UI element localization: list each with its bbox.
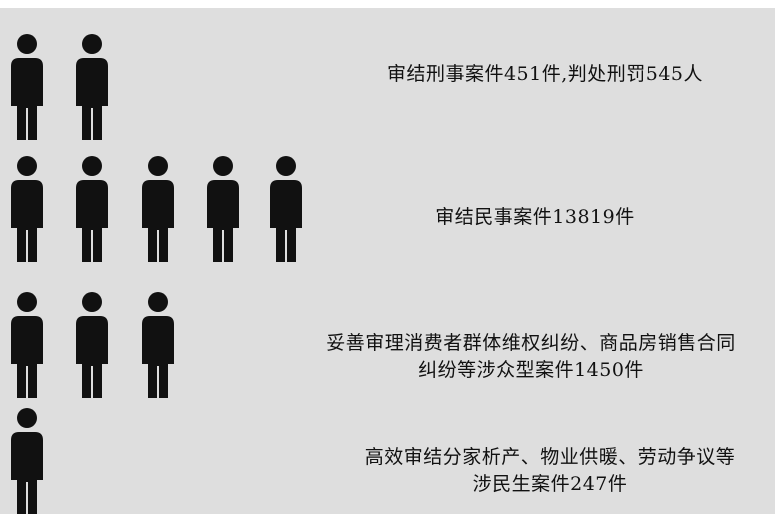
person-icon	[76, 156, 108, 262]
person-icon	[207, 156, 239, 262]
person-icon	[11, 156, 43, 262]
person-icon	[11, 34, 43, 140]
row-3-text-line2: 纠纷等涉众型案件1450件	[418, 359, 644, 381]
row-4-label: 高效审结分家析产、物业供暖、劳动争议等 涉民生案件247件	[330, 444, 770, 498]
row-4-text-line2: 涉民生案件247件	[472, 473, 628, 495]
person-icon	[76, 34, 108, 140]
row-2-label: 审结民事案件13819件	[300, 204, 770, 231]
person-icon	[11, 408, 43, 514]
person-icon	[11, 292, 43, 398]
row-3-label: 妥善审理消费者群体维权纠纷、商品房销售合同 纠纷等涉众型案件1450件	[290, 330, 772, 384]
infographic-panel: 审结刑事案件451件,判处刑罚545人 审结民事案件13819件 妥善审理消费者…	[0, 8, 775, 514]
person-icon	[76, 292, 108, 398]
row-2-text: 审结民事案件13819件	[435, 206, 635, 228]
person-icon	[142, 156, 174, 262]
row-3-text-line1: 妥善审理消费者群体维权纠纷、商品房销售合同	[326, 332, 736, 354]
person-icon	[270, 156, 302, 262]
row-4-text-line1: 高效审结分家析产、物业供暖、劳动争议等	[364, 446, 736, 468]
row-1-label: 审结刑事案件451件,判处刑罚545人	[320, 61, 770, 88]
row-1-text: 审结刑事案件451件,判处刑罚545人	[386, 63, 704, 85]
people-pictogram	[11, 34, 302, 514]
person-icon	[142, 292, 174, 398]
